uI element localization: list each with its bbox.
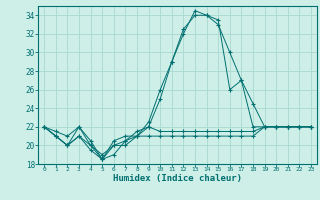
X-axis label: Humidex (Indice chaleur): Humidex (Indice chaleur) xyxy=(113,174,242,183)
